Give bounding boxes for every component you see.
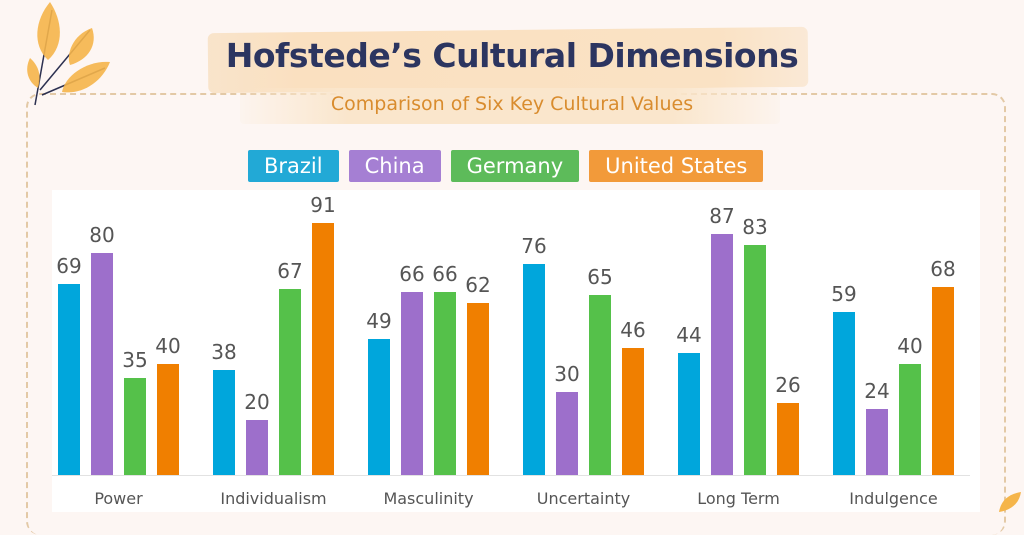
bar-value-label: 66	[432, 262, 458, 287]
bar-value-label: 69	[56, 253, 82, 278]
bar-united-states-uncertainty	[622, 347, 644, 475]
bar-value-label: 24	[864, 378, 890, 403]
bar-value-label: 65	[587, 264, 613, 289]
bar-china-long-term	[711, 234, 733, 475]
bar-value-label: 40	[155, 334, 181, 359]
bar-value-label: 26	[775, 372, 801, 397]
bar-value-label: 87	[709, 204, 735, 228]
bar-value-label: 83	[742, 215, 768, 240]
bar-value-label: 40	[897, 334, 923, 359]
bar-united-states-power	[157, 364, 179, 475]
bar-brazil-individualism	[213, 369, 235, 475]
bar-united-states-masculinity	[467, 303, 489, 475]
bar-value-label: 66	[399, 262, 425, 287]
x-axis-label: Masculinity	[383, 489, 474, 508]
bar-brazil-indulgence	[833, 311, 855, 475]
legend-item-united-states[interactable]: United States	[589, 150, 764, 182]
bar-value-label: 67	[277, 259, 303, 284]
x-axis-label: Individualism	[220, 489, 327, 508]
bar-value-label: 62	[465, 273, 491, 298]
x-axis-label: Uncertainty	[536, 489, 631, 508]
bar-value-label: 80	[89, 223, 115, 248]
bar-value-label: 91	[310, 192, 336, 217]
bar-germany-long-term	[744, 245, 766, 475]
bar-germany-uncertainty	[589, 294, 611, 475]
bar-value-label: 49	[366, 309, 392, 334]
legend-item-china[interactable]: China	[348, 150, 441, 182]
bar-germany-individualism	[279, 289, 301, 475]
bar-china-power	[91, 253, 113, 475]
bar-value-label: 35	[122, 348, 148, 373]
bar-germany-indulgence	[899, 364, 921, 475]
legend-item-brazil[interactable]: Brazil	[248, 150, 339, 182]
x-axis-label: Long Term	[697, 489, 780, 508]
bar-value-label: 68	[930, 256, 956, 281]
plot-area	[52, 190, 980, 512]
legend-item-germany[interactable]: Germany	[450, 150, 580, 182]
bar-value-label: 46	[620, 317, 646, 342]
bar-united-states-long-term	[777, 402, 799, 475]
x-axis-label: Power	[94, 489, 143, 508]
subtitle-banner	[240, 88, 780, 124]
x-axis-baseline	[52, 475, 970, 476]
bar-value-label: 20	[244, 389, 270, 414]
bar-brazil-power	[58, 283, 80, 475]
bar-united-states-individualism	[312, 222, 334, 475]
bar-china-indulgence	[866, 408, 888, 475]
bar-brazil-long-term	[678, 353, 700, 475]
legend: Brazil China Germany United States	[248, 150, 764, 182]
bar-brazil-uncertainty	[523, 264, 545, 475]
bar-brazil-masculinity	[368, 339, 390, 475]
leaf-branch-icon	[27, 2, 110, 106]
bar-value-label: 30	[554, 361, 580, 386]
bar-china-individualism	[246, 419, 268, 475]
leaf-icon	[999, 492, 1021, 512]
bar-germany-masculinity	[434, 292, 456, 475]
bar-value-label: 59	[831, 281, 857, 306]
bar-united-states-indulgence	[932, 286, 954, 475]
bar-value-label: 44	[676, 323, 702, 348]
bar-germany-power	[124, 378, 146, 475]
chart-title: Hofstede’s Cultural Dimensions	[225, 36, 799, 75]
bar-china-masculinity	[401, 292, 423, 475]
chart-subtitle: Comparison of Six Key Cultural Values	[330, 93, 694, 115]
bar-value-label: 38	[211, 339, 237, 364]
bar-value-label: 76	[521, 234, 547, 259]
x-axis-label: Indulgence	[849, 489, 938, 508]
bar-china-uncertainty	[556, 391, 578, 475]
